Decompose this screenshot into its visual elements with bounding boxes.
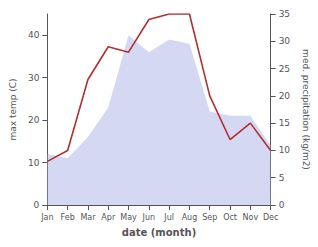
svg-text:10: 10 — [28, 158, 40, 168]
svg-text:date (month): date (month) — [122, 227, 196, 238]
svg-text:May: May — [120, 213, 137, 222]
svg-text:Mar: Mar — [80, 213, 96, 222]
svg-text:0: 0 — [34, 200, 40, 210]
svg-text:Jun: Jun — [142, 213, 156, 222]
svg-text:25: 25 — [279, 64, 290, 74]
svg-text:Nov: Nov — [243, 213, 259, 222]
svg-text:10: 10 — [279, 145, 291, 155]
svg-text:Apr: Apr — [101, 213, 116, 222]
svg-text:med. precipitation (kg/m2): med. precipitation (kg/m2) — [301, 49, 311, 170]
svg-text:Aug: Aug — [182, 213, 198, 222]
svg-text:30: 30 — [279, 36, 291, 46]
svg-text:35: 35 — [279, 9, 290, 19]
svg-text:0: 0 — [279, 200, 285, 210]
svg-text:20: 20 — [279, 91, 291, 101]
svg-text:40: 40 — [28, 30, 40, 40]
svg-text:5: 5 — [279, 173, 285, 183]
svg-text:Sep: Sep — [202, 213, 217, 222]
svg-text:Jan: Jan — [40, 213, 53, 222]
svg-text:Jul: Jul — [163, 213, 174, 222]
svg-text:max temp (C): max temp (C) — [8, 78, 18, 140]
svg-text:Feb: Feb — [61, 213, 75, 222]
svg-text:Oct: Oct — [223, 213, 237, 222]
svg-text:15: 15 — [279, 118, 290, 128]
svg-text:20: 20 — [28, 115, 40, 125]
svg-text:30: 30 — [28, 73, 40, 83]
svg-text:Dec: Dec — [263, 213, 278, 222]
